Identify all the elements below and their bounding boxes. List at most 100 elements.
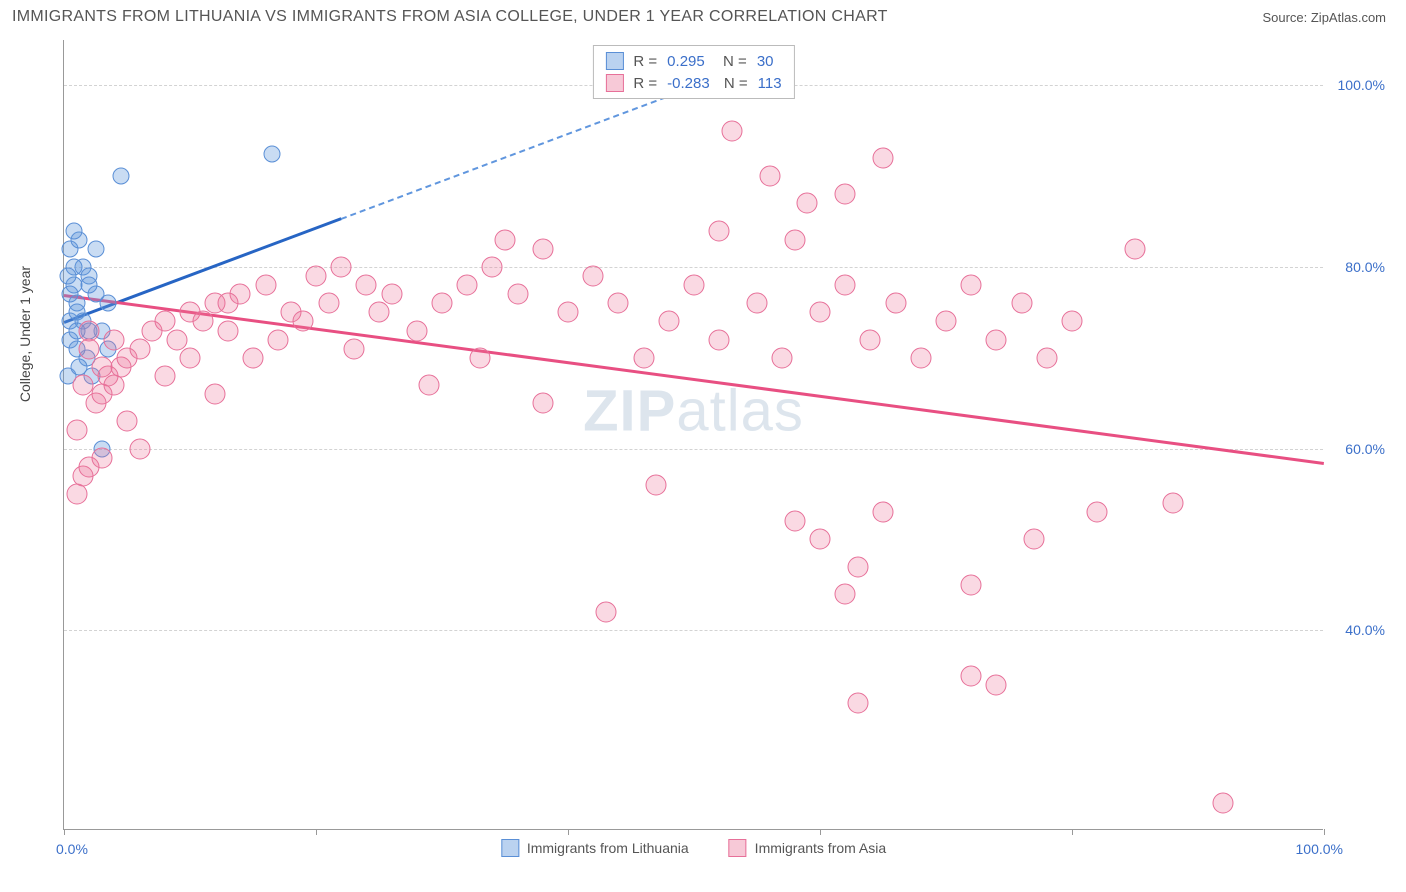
chart-title: IMMIGRANTS FROM LITHUANIA VS IMMIGRANTS …: [12, 8, 888, 26]
data-point: [873, 502, 894, 523]
data-point: [79, 338, 100, 359]
trendline: [64, 294, 1324, 464]
data-point: [936, 311, 957, 332]
data-point: [62, 286, 79, 303]
data-point: [482, 257, 503, 278]
data-point: [79, 320, 100, 341]
data-point: [784, 229, 805, 250]
r-label: R =: [633, 75, 657, 92]
data-point: [129, 338, 150, 359]
data-point: [381, 284, 402, 305]
legend-item-lithuania: Immigrants from Lithuania: [501, 839, 689, 857]
data-point: [100, 295, 117, 312]
data-point: [797, 193, 818, 214]
data-point: [860, 329, 881, 350]
n-value-asia: 113: [758, 75, 782, 92]
plot-area: ZIPatlas R = 0.295 N = 30 R = -0.283 N =…: [63, 40, 1323, 830]
data-point: [1011, 293, 1032, 314]
legend-label: Immigrants from Lithuania: [527, 840, 689, 856]
swatch-pink-icon: [729, 839, 747, 857]
x-tick: [1072, 829, 1073, 835]
x-tick: [64, 829, 65, 835]
data-point: [910, 347, 931, 368]
source-attribution: Source: ZipAtlas.com: [1262, 10, 1386, 25]
gridline: [64, 449, 1323, 450]
correlation-chart: College, Under 1 year ZIPatlas R = 0.295…: [45, 40, 1345, 830]
n-label: N =: [715, 53, 747, 70]
data-point: [469, 347, 490, 368]
data-point: [154, 311, 175, 332]
data-point: [847, 556, 868, 577]
data-point: [1062, 311, 1083, 332]
data-point: [117, 411, 138, 432]
data-point: [961, 574, 982, 595]
data-point: [331, 257, 352, 278]
data-point: [112, 168, 129, 185]
data-point: [104, 329, 125, 350]
data-point: [747, 293, 768, 314]
data-point: [217, 293, 238, 314]
data-point: [961, 275, 982, 296]
y-axis-title: College, Under 1 year: [17, 266, 33, 402]
data-point: [772, 347, 793, 368]
data-point: [255, 275, 276, 296]
data-point: [835, 583, 856, 604]
data-point: [810, 529, 831, 550]
data-point: [1162, 493, 1183, 514]
data-point: [583, 266, 604, 287]
data-point: [293, 311, 314, 332]
data-point: [495, 229, 516, 250]
r-label: R =: [633, 53, 657, 70]
stats-legend: R = 0.295 N = 30 R = -0.283 N = 113: [592, 45, 794, 99]
data-point: [419, 375, 440, 396]
data-point: [369, 302, 390, 323]
data-point: [532, 393, 553, 414]
y-axis-label: 60.0%: [1345, 441, 1385, 457]
x-tick: [568, 829, 569, 835]
data-point: [432, 293, 453, 314]
y-axis-label: 80.0%: [1345, 259, 1385, 275]
data-point: [457, 275, 478, 296]
data-point: [810, 302, 831, 323]
data-point: [1125, 238, 1146, 259]
x-axis-min-label: 0.0%: [56, 841, 88, 857]
data-point: [192, 311, 213, 332]
data-point: [129, 438, 150, 459]
data-point: [71, 358, 88, 375]
data-point: [1087, 502, 1108, 523]
data-point: [263, 145, 280, 162]
series-legend: Immigrants from Lithuania Immigrants fro…: [501, 839, 886, 857]
data-point: [986, 329, 1007, 350]
y-axis-label: 40.0%: [1345, 622, 1385, 638]
data-point: [721, 120, 742, 141]
data-point: [356, 275, 377, 296]
x-tick: [316, 829, 317, 835]
data-point: [784, 511, 805, 532]
gridline: [64, 630, 1323, 631]
chart-header: IMMIGRANTS FROM LITHUANIA VS IMMIGRANTS …: [0, 0, 1406, 30]
data-point: [243, 347, 264, 368]
data-point: [406, 320, 427, 341]
data-point: [558, 302, 579, 323]
data-point: [608, 293, 629, 314]
data-point: [835, 184, 856, 205]
data-point: [59, 268, 76, 285]
data-point: [885, 293, 906, 314]
r-value-asia: -0.283: [667, 75, 710, 92]
data-point: [759, 166, 780, 187]
data-point: [72, 375, 93, 396]
swatch-blue-icon: [501, 839, 519, 857]
x-axis-max-label: 100.0%: [1296, 841, 1343, 857]
data-point: [154, 365, 175, 386]
data-point: [205, 384, 226, 405]
data-point: [595, 602, 616, 623]
data-point: [66, 484, 87, 505]
data-point: [104, 375, 125, 396]
legend-label: Immigrants from Asia: [755, 840, 886, 856]
data-point: [1024, 529, 1045, 550]
data-point: [91, 356, 112, 377]
data-point: [217, 320, 238, 341]
data-point: [646, 474, 667, 495]
data-point: [847, 692, 868, 713]
n-label: N =: [720, 75, 748, 92]
